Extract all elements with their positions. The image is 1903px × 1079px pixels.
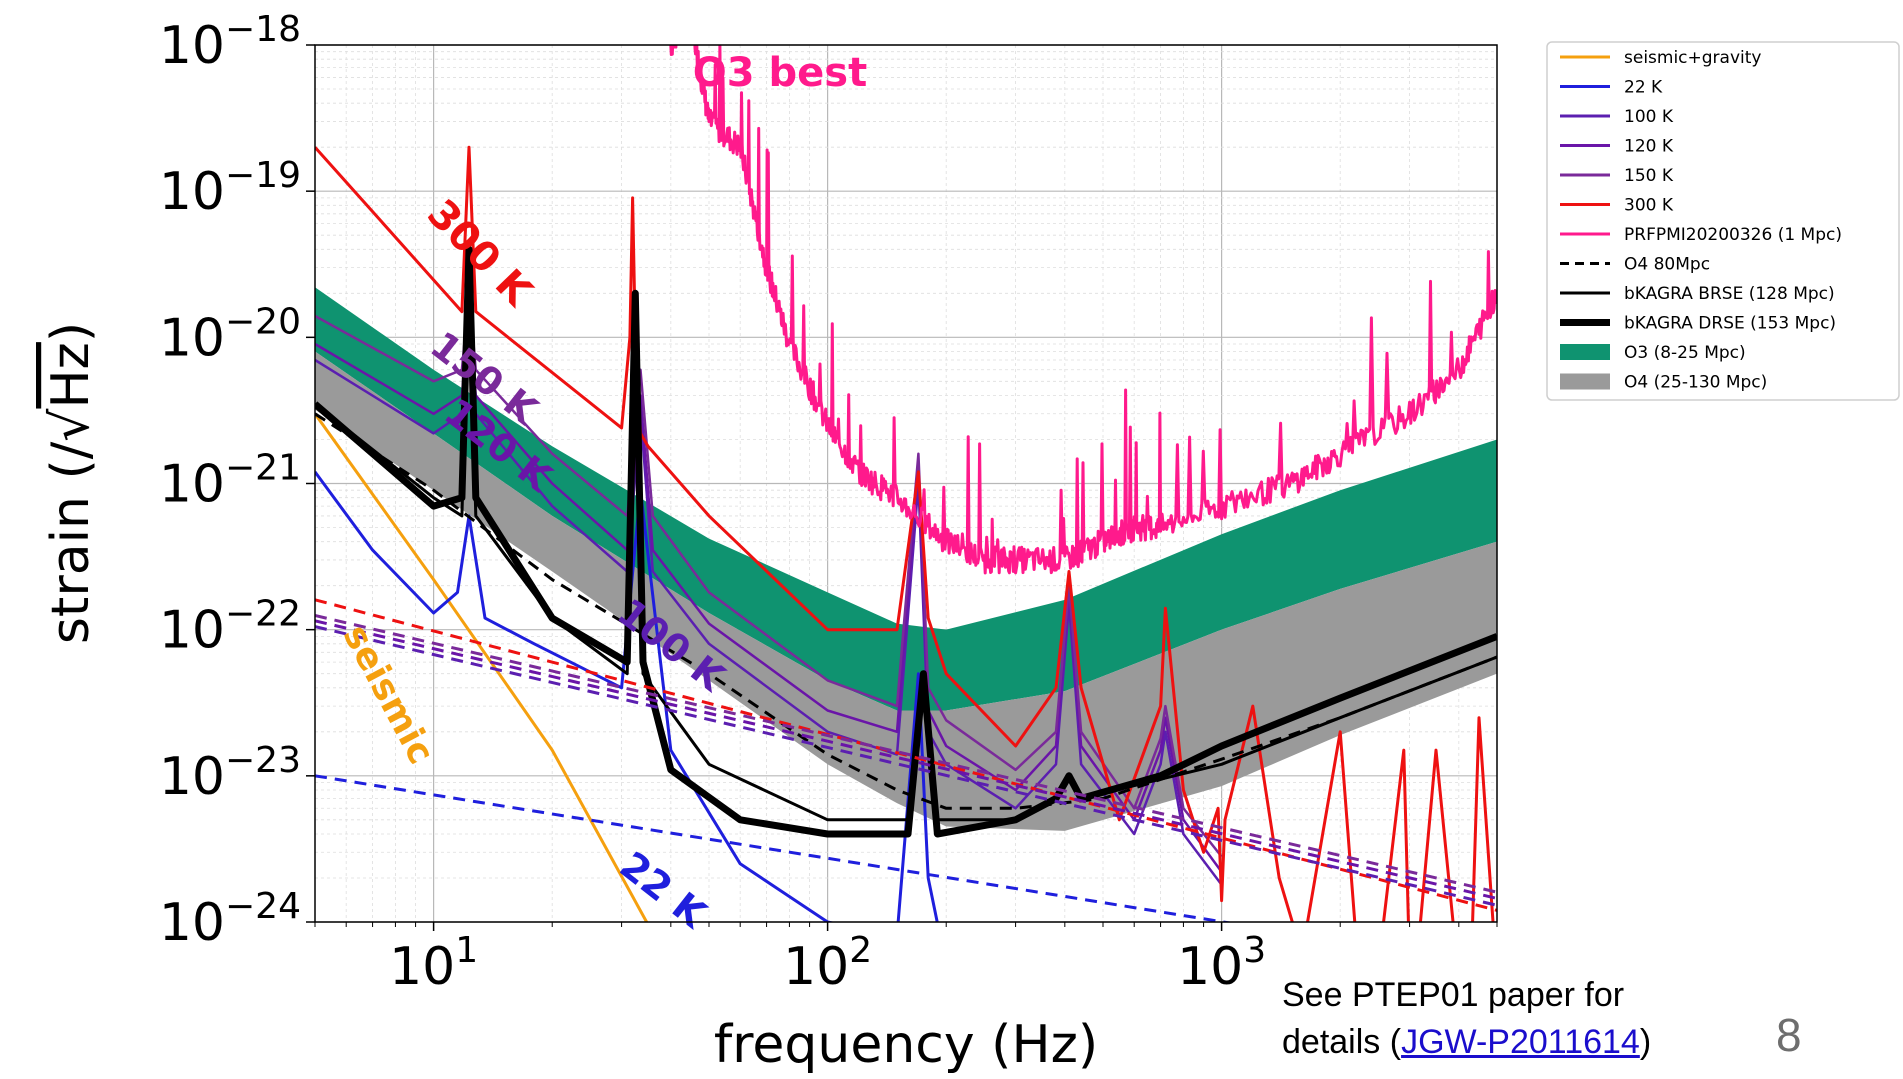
y-tick-label: 10−20 [159,301,301,368]
noise-bands [315,287,1497,831]
noise-curves [315,45,1497,922]
series-bkagra-drse-153-mpc [315,245,1497,838]
reference-note-line1: See PTEP01 paper for [1282,976,1625,1014]
reference-note-suffix: ) [1639,1023,1652,1061]
y-tick-label: 10−19 [159,155,301,222]
y-tick-label: 10−23 [159,740,301,807]
x-tick-label: 102 [783,930,872,997]
series-unlabelled-12 [315,619,1497,900]
paper-link[interactable]: JGW-P2011614 [1401,1023,1640,1061]
series-unlabelled-11 [315,614,1497,894]
axis-ticks: 101 102 103 10−18 10−19 10−20 10−21 10−22 10−23 1… [159,9,1498,997]
x-tick-label: 103 [1177,930,1266,997]
legend-label: bKAGRA BRSE (128 Mpc) [1624,284,1835,304]
legend-label: O4 80Mpc [1624,255,1710,275]
page-number: 8 [1776,1009,1802,1061]
y-axis-label-suffix: ) [41,322,101,342]
x-tick-label: 101 [389,930,478,997]
y-tick-label: 10−22 [159,594,301,661]
svg-text:strain (/√Hz): strain (/√Hz) [41,322,101,644]
y-axis-label-radical: √ [41,408,101,442]
legend-swatch [1560,373,1610,390]
legend-label: 22 K [1624,78,1663,98]
y-tick-label: 10−18 [159,9,301,76]
legend-swatch [1560,344,1610,360]
legend-label: 300 K [1624,196,1674,216]
legend-label: seismic+gravity [1624,48,1761,68]
legend-entries: seismic+gravity 22 K 100 K 120 K 150 K 300 K P… [1560,48,1842,393]
annotation-o3-best: O3 best [693,50,867,96]
band-o3-8-25-mpc [315,287,1497,711]
legend-label: bKAGRA DRSE (153 Mpc) [1624,314,1836,334]
series-seismic-gravity [315,412,649,922]
y-axis-label-radicand: Hz [41,342,101,408]
y-axis-label: strain (/√Hz) [41,322,101,644]
legend-label: 120 K [1624,137,1674,157]
x-axis-label: frequency (Hz) [714,1015,1098,1075]
y-tick-label: 10−21 [159,448,301,515]
legend: seismic+gravity 22 K 100 K 120 K 150 K 300 K P… [1546,41,1900,401]
series-o4-80mpc [315,412,1497,810]
reference-note-line2: details (JGW-P2011614) [1282,1019,1651,1066]
reference-note: See PTEP01 paper for details (JGW-P20116… [1282,972,1651,1066]
legend-label: 100 K [1624,107,1674,127]
band-o4-25-130-mpc [315,351,1497,831]
series-unlabelled-13 [315,625,1497,907]
legend-frame [1546,41,1900,401]
y-tick-label: 10−24 [159,886,301,953]
series-prfpmi20200326-1-mpc [669,45,1497,575]
legend-label: O4 (25-130 Mpc) [1624,373,1767,393]
legend-label: 150 K [1624,166,1674,186]
reference-note-prefix: details ( [1282,1023,1402,1061]
y-axis-label-prefix: strain (/ [41,441,101,644]
legend-label: O3 (8-25 Mpc) [1624,343,1746,363]
legend-label: PRFPMI20200326 (1 Mpc) [1624,225,1842,245]
